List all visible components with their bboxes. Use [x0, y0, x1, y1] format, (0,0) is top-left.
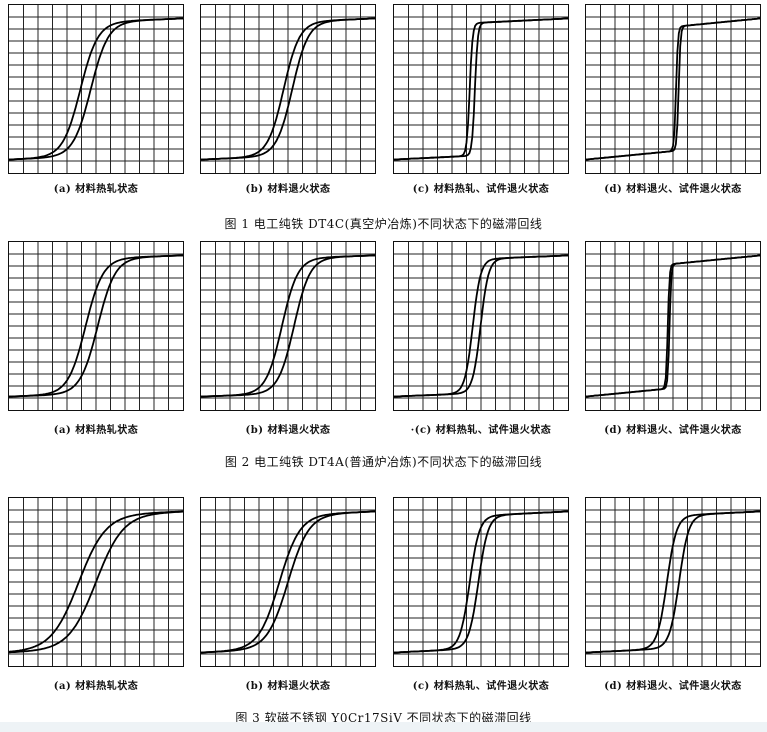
fig3-label-a: (a) 材料热轧状态 — [53, 681, 139, 692]
grid — [201, 498, 375, 666]
grid — [586, 498, 760, 666]
figure-2-caption: 图 2 电工纯铁 DT4A(普通炉冶炼)不同状态下的磁滞回线 — [224, 455, 543, 469]
hysteresis-descending-branch — [201, 254, 375, 398]
hysteresis-plot — [586, 498, 760, 666]
fig2-label-a: (a) 材料热轧状态 — [53, 425, 139, 436]
figure-3-caption: 图 3 软磁不锈钢 Y0Cr17SiV 不同状态下的磁滞回线 — [235, 711, 532, 725]
hysteresis-descending-branch — [586, 254, 760, 398]
fig2-panel-c — [393, 241, 569, 411]
hysteresis-plot — [394, 5, 568, 173]
fig1-label-a: (a) 材料热轧状态 — [53, 184, 139, 195]
fig2-panel-a — [8, 241, 184, 411]
hysteresis-descending-branch — [394, 254, 568, 398]
hysteresis-plot — [201, 5, 375, 173]
page-footer-strip — [0, 722, 767, 732]
fig1-panel-d — [585, 4, 761, 174]
hysteresis-descending-branch — [586, 510, 760, 654]
hysteresis-descending-branch — [394, 510, 568, 654]
hysteresis-plot — [201, 242, 375, 410]
fig3-panel-b — [200, 497, 376, 667]
grid — [201, 242, 375, 410]
hysteresis-plot — [9, 498, 183, 666]
fig3-panel-d — [585, 497, 761, 667]
grid — [9, 5, 183, 173]
hysteresis-descending-branch — [9, 510, 183, 653]
hysteresis-plot — [9, 5, 183, 173]
fig1-label-d: (d) 材料退火、试件退火状态 — [604, 184, 742, 195]
fig1-label-b: (b) 材料退火状态 — [245, 184, 331, 195]
hysteresis-plot — [586, 242, 760, 410]
fig1-panel-c — [393, 4, 569, 174]
fig1-label-c: (c) 材料热轧、试件退火状态 — [412, 184, 550, 195]
fig2-panel-d — [585, 241, 761, 411]
fig3-label-c: (c) 材料热轧、试件退火状态 — [412, 681, 550, 692]
hysteresis-plot — [201, 498, 375, 666]
fig2-label-c: ·(c) 材料热轧、试件退火状态 — [410, 425, 552, 436]
fig1-panel-b — [200, 4, 376, 174]
grid — [9, 242, 183, 410]
figure-1-caption: 图 1 电工纯铁 DT4C(真空炉冶炼)不同状态下的磁滞回线 — [224, 217, 543, 231]
hysteresis-descending-branch — [9, 254, 183, 398]
hysteresis-descending-branch — [201, 17, 375, 161]
hysteresis-descending-branch — [9, 17, 183, 161]
hysteresis-descending-branch — [586, 17, 760, 161]
hysteresis-descending-branch — [201, 510, 375, 654]
fig2-panel-b — [200, 241, 376, 411]
hysteresis-descending-branch — [394, 17, 568, 161]
grid — [201, 5, 375, 173]
fig3-label-d: (d) 材料退火、试件退火状态 — [604, 681, 742, 692]
hysteresis-ascending-branch — [9, 510, 183, 654]
grid — [394, 5, 568, 173]
fig3-label-b: (b) 材料退火状态 — [245, 681, 331, 692]
hysteresis-plot — [586, 5, 760, 173]
fig3-panel-c — [393, 497, 569, 667]
hysteresis-plot — [394, 242, 568, 410]
fig3-panel-a — [8, 497, 184, 667]
grid — [586, 242, 760, 410]
grid — [394, 498, 568, 666]
fig2-label-d: (d) 材料退火、试件退火状态 — [604, 425, 742, 436]
grid — [586, 5, 760, 173]
fig1-panel-a — [8, 4, 184, 174]
hysteresis-plot — [9, 242, 183, 410]
hysteresis-plot — [394, 498, 568, 666]
fig2-label-b: (b) 材料退火状态 — [245, 425, 331, 436]
